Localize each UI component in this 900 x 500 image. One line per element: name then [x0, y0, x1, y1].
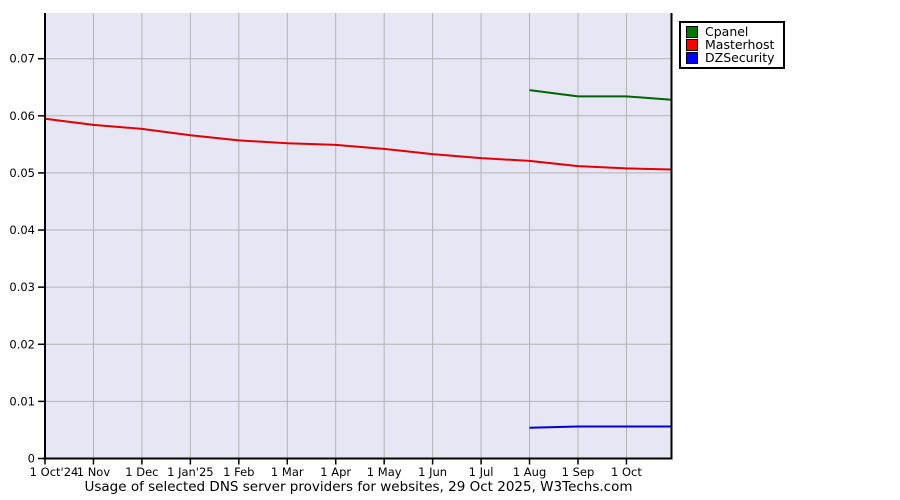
- series-line-dzsecurity: [529, 425, 672, 429]
- y-tick-label: 0.05: [9, 166, 35, 180]
- legend-label: Masterhost: [705, 37, 775, 52]
- x-tick-label: 1 Aug: [513, 465, 546, 479]
- x-tick-label: 1 Apr: [320, 465, 351, 479]
- series-line-masterhost: [44, 117, 672, 171]
- x-tick-label: 1 Sep: [562, 465, 595, 479]
- legend-swatch-cpanel: [686, 25, 698, 38]
- y-tick-label: 0.04: [9, 223, 35, 237]
- legend-item-masterhost: Masterhost: [686, 38, 775, 51]
- chart-title: Usage of selected DNS server providers f…: [84, 479, 633, 495]
- legend-swatch-masterhost: [686, 38, 698, 51]
- legend-swatch-dzsecurity: [686, 51, 698, 64]
- legend-item-dzsecurity: DZSecurity: [686, 51, 775, 64]
- y-tick-label: 0.03: [9, 280, 35, 294]
- y-tick-label: 0.06: [9, 109, 35, 123]
- series-line-cpanel: [529, 89, 672, 101]
- x-tick-label: 1 Jun: [418, 465, 447, 479]
- x-tick-label: 1 Nov: [77, 465, 111, 479]
- x-tick-label: 1 Jan'25: [167, 465, 214, 479]
- x-tick-label: 1 Oct'24: [30, 465, 79, 479]
- legend: Cpanel Masterhost DZSecurity: [679, 21, 785, 69]
- x-tick-label: 1 Dec: [125, 465, 158, 479]
- x-tick-label: 1 Oct: [611, 465, 642, 479]
- x-tick-label: 1 Mar: [271, 465, 304, 479]
- y-tick-label: 0: [28, 452, 35, 466]
- plot-area: [45, 13, 672, 459]
- legend-label: DZSecurity: [705, 50, 775, 65]
- legend-label: Cpanel: [705, 24, 749, 39]
- x-tick-label: 1 Feb: [223, 465, 254, 479]
- x-tick-label: 1 May: [367, 465, 402, 479]
- y-tick-label: 0.07: [9, 52, 35, 66]
- legend-item-cpanel: Cpanel: [686, 25, 775, 38]
- y-tick-label: 0.01: [9, 394, 35, 408]
- x-tick-label: 1 Jul: [469, 465, 494, 479]
- y-tick-label: 0.02: [9, 337, 35, 351]
